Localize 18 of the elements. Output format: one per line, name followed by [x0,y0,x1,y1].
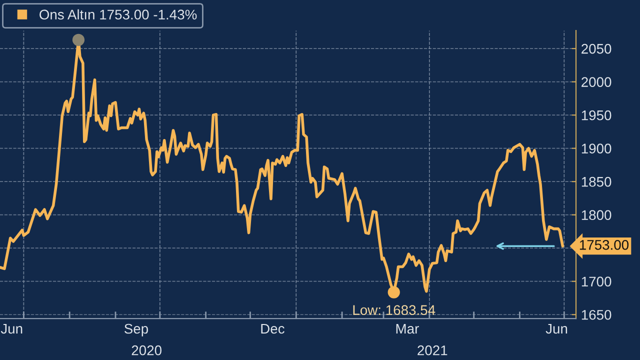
x2-tick-label: 2021 [418,345,448,356]
y-tick-label: 1800 [582,210,612,220]
y-tick-label: 2050 [582,44,612,54]
x-tick-label: Dec [261,324,284,334]
x-tick-label: Mar [396,324,419,334]
annotation: Low: 1683.54 [353,305,436,316]
x-tick-label: Jun [546,324,568,334]
x-tick-label: Jun [0,324,22,334]
x2-tick-label: 2020 [132,345,162,356]
y-tick-label: 1850 [582,176,612,187]
annotation: 1753.00 [580,240,629,250]
y-tick-label: 1700 [582,276,612,287]
y-tick-label: 1900 [582,144,612,154]
legend-label: Ons Altın 1753.00 -1.43% [40,9,197,20]
x-tick-label: Sep [124,324,148,336]
y-tick-label: 1650 [582,310,612,320]
y-tick-label: 1950 [582,110,612,120]
y-tick-label: 2000 [582,77,612,87]
